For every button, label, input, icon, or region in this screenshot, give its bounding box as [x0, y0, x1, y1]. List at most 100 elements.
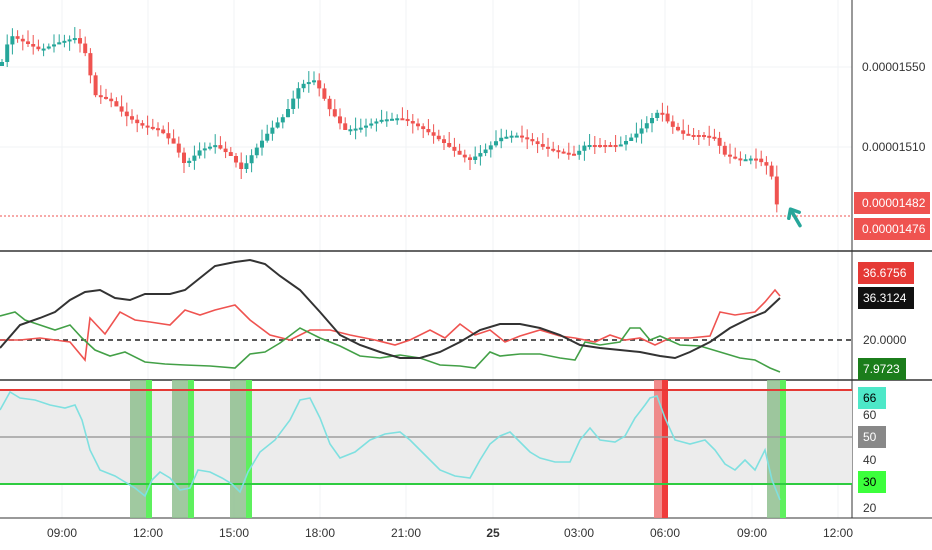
candle-body [161, 129, 166, 134]
candle-body [504, 136, 509, 139]
di-plus-line[interactable] [0, 288, 781, 362]
candle-body [535, 141, 540, 145]
candle-body [119, 106, 124, 112]
candle-body [717, 137, 722, 146]
candle-body [88, 53, 93, 76]
candle-body [280, 117, 285, 123]
candle-body [468, 157, 472, 160]
time-tick: 18:00 [305, 526, 335, 540]
candle-body [405, 118, 410, 122]
candle-body [228, 152, 233, 156]
candle-body [150, 126, 155, 129]
candle-body [634, 133, 639, 138]
candle-body [130, 116, 134, 120]
candle-body [696, 135, 701, 137]
rsi-upper-tag-label: 66 [863, 391, 877, 405]
candle-body [223, 148, 228, 153]
price-tag-current-label: 0.00001482 [862, 196, 926, 210]
oversold-zone [130, 380, 146, 518]
candle-body [629, 137, 634, 141]
price-tag-last [854, 218, 930, 240]
adx-line[interactable] [0, 258, 781, 360]
candle-body [702, 135, 706, 137]
candle-body [364, 125, 368, 128]
candle-body [67, 39, 72, 42]
time-tick: 15:00 [219, 526, 249, 540]
candle-body [234, 156, 238, 163]
candle-body [447, 143, 452, 147]
candle-body [306, 82, 311, 85]
candle-body [291, 98, 296, 109]
time-tick: 09:00 [737, 526, 767, 540]
oversold-zone [230, 380, 246, 518]
candle-body [384, 119, 389, 122]
candle-body [322, 88, 327, 99]
candle-body [20, 38, 25, 42]
candle-body [561, 151, 566, 154]
candle-body [244, 163, 249, 169]
candle-body [249, 155, 254, 164]
candle-body [457, 150, 462, 155]
candle-body [509, 135, 514, 138]
candle-body [327, 98, 332, 110]
candle-body [442, 139, 446, 143]
candle-body [286, 109, 290, 118]
candle-body [577, 150, 582, 155]
oversold-zone-edge [188, 380, 194, 518]
time-axis[interactable]: 09:00 12:00 15:00 18:00 21:00 25 03:00 0… [47, 526, 853, 540]
rsi-mid-tag [858, 426, 886, 448]
candle-body [36, 46, 41, 50]
time-tick: 12:00 [823, 526, 853, 540]
di-minus-line[interactable] [0, 311, 781, 373]
candle-body [551, 148, 556, 151]
candle-body [644, 123, 649, 129]
rsi-line[interactable] [0, 390, 781, 501]
candle-body [676, 126, 680, 131]
candle-body [759, 158, 764, 163]
candle-body [10, 36, 15, 45]
candle-body [275, 122, 280, 128]
candle-body [254, 147, 259, 156]
candle-body [452, 146, 457, 151]
rsi-mid-tag-label: 50 [863, 430, 877, 444]
candle-body [156, 128, 160, 131]
candle-body [587, 145, 592, 147]
rsi-upper-tag [858, 387, 886, 409]
candle-body [166, 133, 171, 139]
oversold-zone [172, 380, 188, 518]
candle-body [5, 44, 10, 62]
candlestick-series[interactable] [0, 27, 779, 213]
candle-body [494, 141, 498, 146]
candle-body [416, 123, 420, 127]
candle-body [530, 139, 535, 142]
candle-body [390, 118, 394, 121]
rsi-tick-40: 40 [863, 453, 877, 467]
candle-body [608, 145, 613, 147]
adx-tag [858, 287, 914, 309]
price-tag-last-label: 0.00001476 [862, 222, 926, 236]
candle-body [239, 162, 244, 169]
candle-body [208, 146, 212, 149]
candle-body [613, 145, 618, 147]
candle-body [213, 145, 218, 148]
candle-body [348, 129, 353, 132]
candle-body [624, 141, 628, 145]
dmi-level-label: 20.0000 [863, 333, 907, 347]
candle-body [62, 40, 67, 43]
candle-body [728, 154, 732, 157]
candle-body [598, 145, 602, 147]
candle-body [176, 143, 181, 153]
candle-body [135, 119, 140, 124]
price-tick-1550: 0.00001550 [862, 60, 926, 74]
candle-body [436, 135, 441, 140]
oversold-zone-edge [246, 380, 252, 518]
candle-body [265, 133, 270, 141]
candle-body [98, 95, 103, 98]
candle-body [338, 116, 342, 124]
candle-body [140, 123, 145, 126]
candle-body [488, 145, 493, 150]
time-tick: 03:00 [564, 526, 594, 540]
candle-body [197, 150, 202, 156]
candle-body [114, 101, 119, 107]
